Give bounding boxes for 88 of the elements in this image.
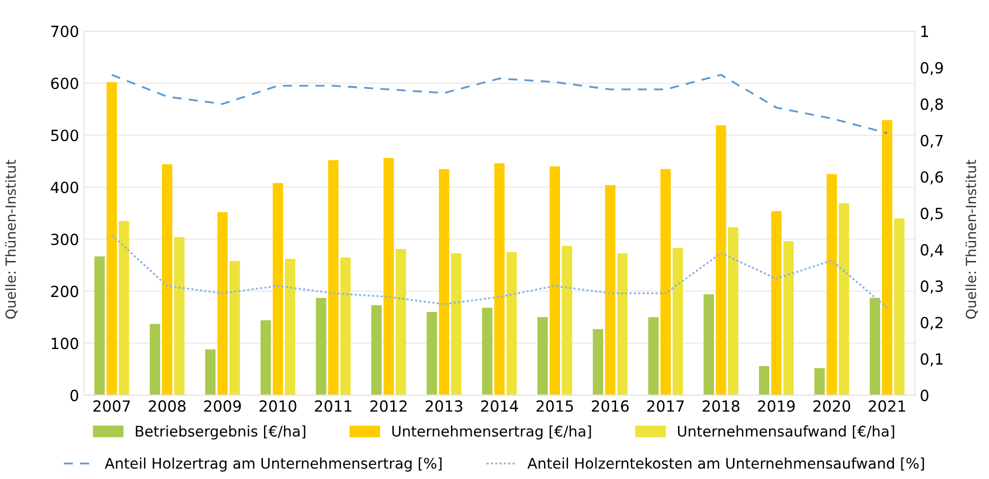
y2-tick-label: 0 bbox=[920, 390, 928, 402]
bar bbox=[272, 182, 284, 396]
x-tick-label: 2008 bbox=[148, 400, 186, 412]
bar bbox=[118, 220, 130, 396]
y-tick-label: 300 bbox=[51, 234, 78, 246]
bar bbox=[617, 253, 628, 396]
x-tick-label: 2007 bbox=[93, 400, 130, 412]
bar bbox=[284, 258, 296, 396]
bar bbox=[482, 308, 492, 396]
y2-tick-label: 0,7 bbox=[920, 134, 943, 148]
legend-label: Unternehmensaufwand [€/ha] bbox=[678, 425, 894, 438]
y2-tick-label: 0,5 bbox=[920, 208, 943, 221]
x-tick-label: 2012 bbox=[370, 400, 407, 412]
y-tick-label: 100 bbox=[52, 338, 78, 350]
legend-label: Unternehmensertrag [€/ha] bbox=[392, 425, 591, 440]
bar bbox=[217, 212, 228, 396]
bar bbox=[340, 257, 351, 396]
y2-tick-label: 0,4 bbox=[920, 244, 944, 258]
y-tick-label: 0 bbox=[70, 390, 78, 402]
x-tick-label: 2009 bbox=[204, 400, 241, 412]
bar bbox=[783, 241, 794, 396]
bar bbox=[814, 368, 825, 396]
bar bbox=[230, 261, 240, 396]
x-tick-label: 2016 bbox=[592, 400, 629, 412]
bar bbox=[506, 252, 517, 396]
bar bbox=[826, 174, 837, 396]
bar bbox=[870, 298, 880, 396]
legend-label: Betriebsergebnis [€/ha] bbox=[136, 425, 306, 440]
x-tick-label: 2017 bbox=[647, 400, 684, 412]
y2-tick-label: 0,3 bbox=[920, 280, 943, 294]
bar bbox=[316, 298, 326, 396]
x-tick-label: 2014 bbox=[481, 400, 518, 412]
bar bbox=[384, 158, 394, 396]
y-tick-label: 600 bbox=[51, 78, 78, 90]
bar bbox=[605, 185, 616, 396]
bar bbox=[328, 160, 338, 396]
y2-tick-label: 0,6 bbox=[920, 171, 944, 184]
line-series bbox=[110, 234, 888, 309]
bar bbox=[672, 248, 683, 396]
y2-tick-label: 0,8 bbox=[920, 98, 943, 112]
y2-tick-label: 1 bbox=[921, 26, 928, 37]
bar bbox=[260, 320, 271, 396]
bar bbox=[894, 218, 904, 396]
bar bbox=[648, 317, 659, 396]
x-tick-label: 2013 bbox=[426, 400, 462, 412]
x-tick-label: 2020 bbox=[813, 400, 850, 412]
y-tick-label: 500 bbox=[51, 130, 78, 142]
line-series bbox=[110, 74, 888, 134]
bar bbox=[371, 305, 382, 396]
bar bbox=[592, 329, 604, 396]
bar bbox=[451, 253, 462, 396]
bar bbox=[562, 246, 572, 396]
x-tick-label: 2019 bbox=[758, 400, 795, 412]
y-tick-label: 200 bbox=[51, 286, 78, 298]
y2-tick-label: 0,9 bbox=[920, 62, 943, 76]
legend-label: Anteil Holzerntekosten am Unternehmensaufwand [%] bbox=[527, 458, 924, 471]
bar bbox=[704, 294, 714, 396]
bar bbox=[494, 163, 505, 396]
bar bbox=[728, 227, 738, 396]
y-tick-label: 700 bbox=[51, 26, 78, 38]
x-tick-label: 2021 bbox=[868, 400, 906, 412]
bar bbox=[438, 168, 450, 396]
bar bbox=[205, 349, 216, 396]
bar bbox=[150, 324, 160, 396]
x-tick-label: 2018 bbox=[702, 400, 740, 412]
x-tick-label: 2011 bbox=[314, 400, 352, 412]
source-note: Quelle: Thünen-Institut bbox=[965, 160, 978, 319]
bar bbox=[396, 249, 406, 396]
bar bbox=[660, 168, 671, 396]
bar bbox=[106, 82, 117, 396]
bar bbox=[838, 203, 850, 396]
bar bbox=[537, 317, 548, 396]
legend-label: Anteil Holzertrag am Unternehmensertrag [%] bbox=[104, 458, 442, 472]
source-note: Quelle: Thünen-Institut bbox=[5, 160, 18, 319]
x-tick-label: 2015 bbox=[536, 400, 573, 412]
bar bbox=[174, 237, 185, 396]
bar bbox=[771, 211, 782, 396]
y2-tick-label: 0,1 bbox=[920, 353, 943, 366]
bar bbox=[882, 120, 892, 396]
bar bbox=[426, 312, 438, 396]
bar bbox=[162, 164, 172, 396]
y-tick-label: 400 bbox=[50, 182, 78, 194]
x-tick-label: 2010 bbox=[260, 400, 296, 412]
bar bbox=[759, 366, 770, 396]
bar bbox=[716, 125, 726, 396]
bar bbox=[94, 256, 105, 396]
y2-tick-label: 0,2 bbox=[920, 316, 942, 330]
bar bbox=[550, 166, 560, 396]
